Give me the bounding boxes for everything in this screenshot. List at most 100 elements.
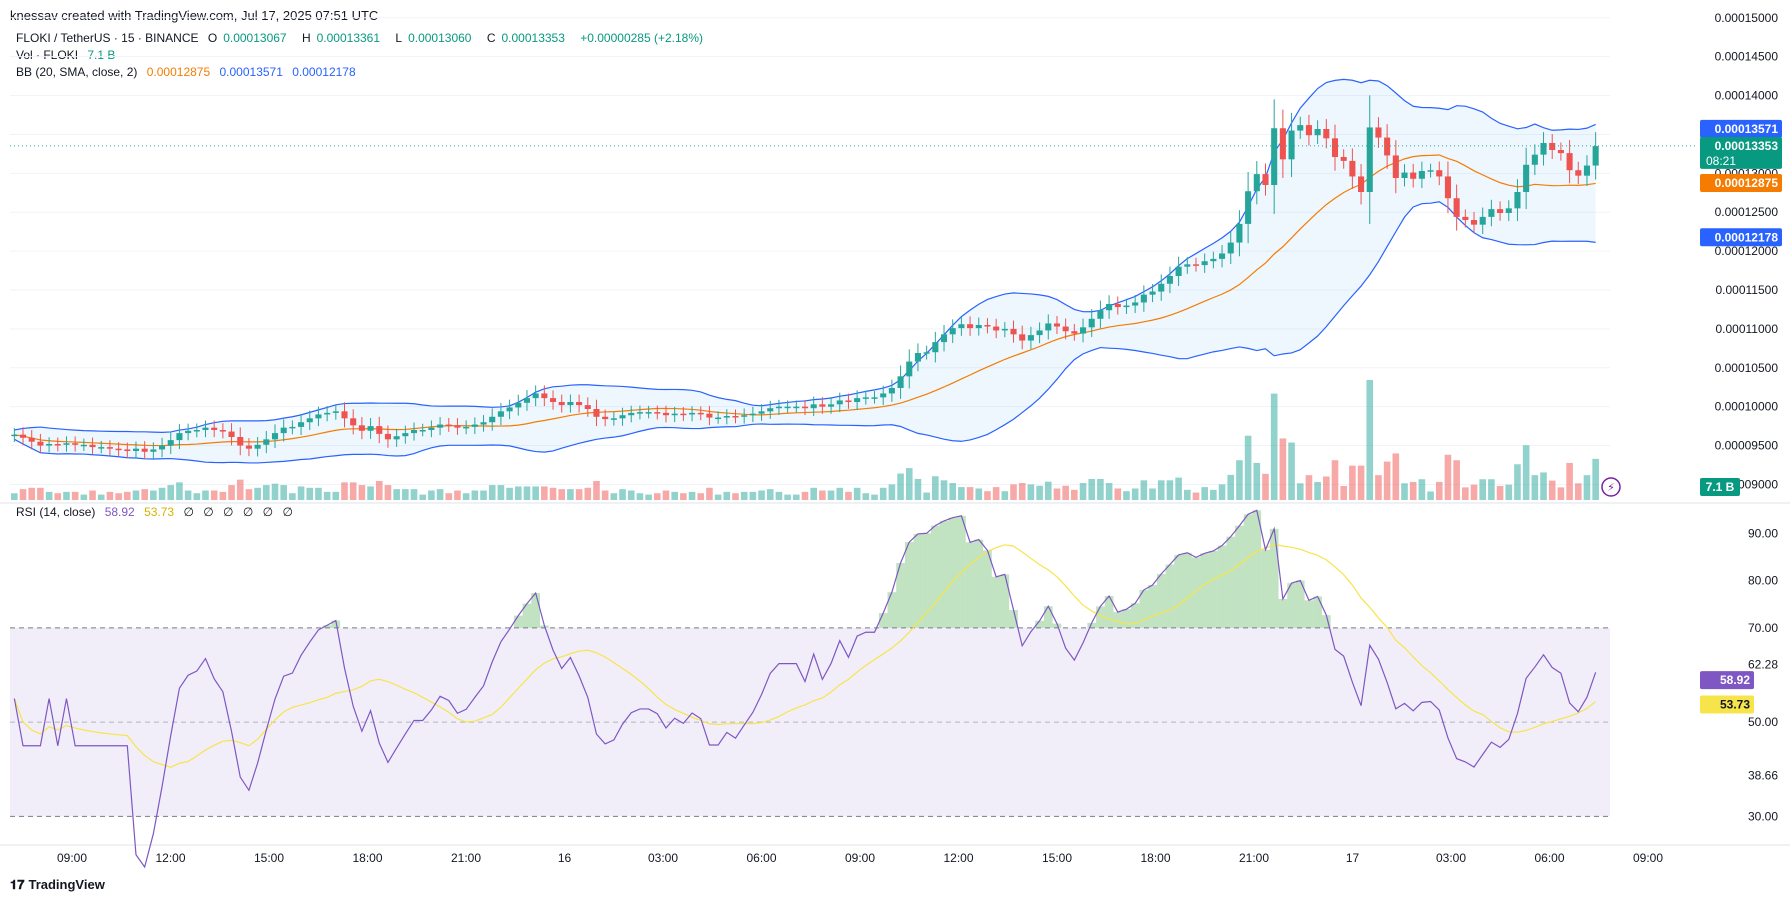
volume-bar bbox=[688, 491, 696, 500]
volume-bar bbox=[984, 491, 991, 500]
rsi-last-label: 58.92 bbox=[1720, 673, 1750, 687]
volume-bar bbox=[662, 490, 670, 500]
time-tick-label: 09:00 bbox=[1633, 851, 1663, 865]
candle-body bbox=[576, 402, 583, 406]
candle-body bbox=[80, 444, 87, 447]
candle-body bbox=[341, 411, 348, 419]
candle-body bbox=[454, 425, 461, 428]
candle-body bbox=[106, 447, 113, 449]
volume-bar bbox=[1349, 465, 1356, 500]
candle-body bbox=[72, 443, 79, 445]
candle-body bbox=[940, 334, 948, 343]
volume-bar bbox=[228, 485, 235, 500]
time-tick-label: 12:00 bbox=[943, 851, 973, 865]
volume-bar bbox=[610, 493, 618, 500]
volume-bar bbox=[1496, 486, 1504, 500]
volume-bar bbox=[97, 494, 105, 500]
volume-bar bbox=[819, 490, 826, 500]
volume-bar bbox=[1557, 487, 1565, 500]
candle-body bbox=[245, 445, 252, 449]
candle-body bbox=[1575, 170, 1582, 176]
close-value: 0.00013353 bbox=[501, 31, 565, 45]
price-tick-label: 0.00010500 bbox=[1715, 361, 1779, 375]
candle-body bbox=[1323, 129, 1330, 139]
candle-body bbox=[1010, 328, 1017, 335]
rsi-tick-label: 90.00 bbox=[1748, 527, 1778, 541]
candle-body bbox=[1184, 264, 1191, 267]
candle-body bbox=[167, 440, 174, 446]
volume-bar bbox=[132, 490, 140, 500]
volume-bar bbox=[1548, 480, 1556, 500]
candle-body bbox=[523, 398, 531, 403]
candle-body bbox=[706, 413, 713, 418]
volume-bar bbox=[1592, 458, 1599, 500]
candle-body bbox=[384, 433, 391, 440]
time-tick-label: 03:00 bbox=[648, 851, 678, 865]
candle-body bbox=[1331, 138, 1339, 157]
bb-lower-value: 0.00012178 bbox=[292, 65, 356, 79]
candle-body bbox=[1036, 330, 1043, 336]
candle-body bbox=[593, 409, 600, 417]
volume-bar bbox=[749, 491, 757, 500]
volume-bar bbox=[1105, 483, 1113, 500]
candle-body bbox=[1071, 331, 1078, 334]
volume-bar bbox=[497, 485, 505, 500]
candle-body bbox=[1392, 155, 1399, 178]
rsi-overbought-fill bbox=[1278, 598, 1288, 628]
rsi-overbought-fill bbox=[1304, 600, 1314, 628]
volume-bar bbox=[141, 489, 148, 500]
volume-bar bbox=[879, 487, 887, 500]
rsi-extra: ∅ bbox=[262, 505, 274, 519]
candle-body bbox=[1375, 127, 1382, 138]
candle-body bbox=[558, 402, 565, 406]
volume-bar bbox=[1505, 484, 1513, 500]
rsi-extra: ∅ bbox=[183, 505, 194, 519]
candle-body bbox=[237, 437, 244, 446]
volume-bar bbox=[992, 487, 1000, 500]
volume-bar bbox=[402, 489, 409, 500]
candle-body bbox=[1462, 216, 1469, 220]
volume-bar bbox=[801, 491, 809, 500]
candle-body bbox=[1279, 128, 1286, 160]
rsi-overbought-fill bbox=[1052, 623, 1062, 628]
price-tick-label: 0.00012000 bbox=[1715, 244, 1779, 258]
rsi-overbought-fill bbox=[948, 517, 958, 628]
rsi-ma-value: 53.73 bbox=[144, 505, 175, 519]
brand-name: TradingView bbox=[28, 877, 105, 892]
candle-body bbox=[298, 422, 305, 427]
candle-body bbox=[541, 393, 548, 399]
candle-body bbox=[402, 433, 409, 437]
time-tick-label: 18:00 bbox=[1140, 851, 1170, 865]
candle-body bbox=[89, 444, 96, 448]
rsi-overbought-fill bbox=[1165, 564, 1175, 628]
lightning-icon bbox=[1601, 477, 1621, 497]
volume-bar bbox=[836, 487, 844, 500]
candle-body bbox=[1062, 326, 1069, 332]
rsi-overbought-fill bbox=[1226, 536, 1236, 628]
candle-body bbox=[350, 418, 357, 426]
volume-bar bbox=[454, 490, 461, 500]
volume-bar bbox=[1236, 460, 1243, 500]
candle-body bbox=[897, 376, 904, 388]
volume-bar bbox=[532, 486, 539, 500]
volume-bar bbox=[593, 480, 600, 500]
volume-bar bbox=[1071, 489, 1078, 500]
volume-bar bbox=[1027, 484, 1035, 500]
candle-body bbox=[923, 352, 930, 354]
volume-bar bbox=[89, 490, 96, 500]
candle-body bbox=[150, 449, 157, 452]
volume-bar bbox=[1331, 460, 1339, 500]
volume-bar bbox=[549, 487, 557, 500]
rsi-overbought-fill bbox=[1209, 550, 1218, 628]
rsi-overbought-fill bbox=[1113, 612, 1123, 628]
candle-body bbox=[793, 406, 800, 409]
rsi-tick-label: 62.28 bbox=[1748, 657, 1778, 671]
volume-bar bbox=[1392, 453, 1400, 500]
time-tick-label: 06:00 bbox=[1534, 851, 1564, 865]
volume-bar bbox=[1323, 476, 1330, 500]
rsi-overbought-fill bbox=[1261, 549, 1270, 628]
candle-body bbox=[1227, 242, 1234, 254]
volume-bar bbox=[419, 494, 427, 500]
rsi-tick-label: 50.00 bbox=[1748, 715, 1778, 729]
